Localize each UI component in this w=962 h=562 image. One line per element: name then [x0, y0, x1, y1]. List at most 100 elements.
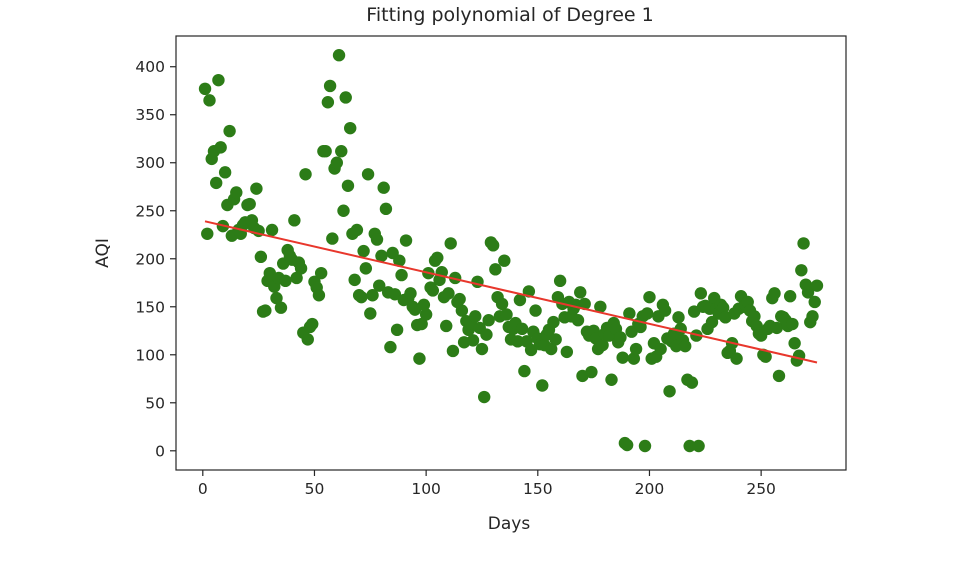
data-point — [797, 237, 810, 250]
data-point — [469, 310, 482, 323]
data-point — [643, 290, 656, 304]
plot-area — [175, 35, 847, 471]
data-point — [466, 334, 480, 347]
data-point — [323, 79, 337, 93]
x-tick-label: 200 — [635, 480, 665, 498]
data-point — [518, 364, 531, 378]
data-point — [529, 304, 542, 317]
x-axis: 0 50 100 150 200 250 — [198, 470, 776, 498]
y-tick-label: 50 — [145, 394, 165, 412]
data-point — [379, 202, 393, 216]
data-point — [377, 181, 390, 194]
data-point — [265, 223, 279, 237]
data-point — [388, 288, 402, 301]
data-point — [478, 390, 491, 404]
data-point — [694, 287, 708, 300]
data-point — [250, 182, 263, 195]
data-point — [482, 314, 495, 327]
data-point — [341, 179, 355, 192]
data-point — [475, 342, 489, 356]
data-point — [685, 376, 699, 389]
data-point — [294, 262, 308, 275]
data-point — [259, 304, 272, 317]
data-point — [594, 300, 607, 313]
data-point — [674, 322, 687, 336]
data-point — [426, 284, 440, 297]
data-point — [627, 352, 641, 365]
data-point — [549, 333, 562, 346]
data-point — [614, 331, 627, 344]
data-point — [384, 340, 397, 354]
data-point — [658, 304, 672, 317]
data-point — [212, 73, 225, 87]
data-point — [810, 279, 824, 292]
data-point — [623, 307, 636, 320]
data-point — [210, 176, 223, 190]
data-point — [290, 271, 303, 285]
data-point — [350, 223, 364, 237]
data-point — [495, 297, 509, 311]
data-point — [446, 344, 460, 358]
data-point — [705, 315, 719, 329]
data-point — [348, 273, 361, 287]
data-point — [571, 314, 585, 327]
data-point — [419, 308, 433, 321]
data-point — [395, 268, 408, 282]
data-point — [795, 264, 808, 277]
data-point — [319, 145, 332, 158]
x-tick-label: 150 — [523, 480, 553, 498]
data-point — [634, 320, 647, 334]
data-point — [357, 244, 370, 258]
data-point — [361, 168, 375, 181]
data-point — [301, 333, 314, 346]
data-point — [448, 271, 462, 285]
data-point — [299, 168, 312, 181]
scatter-points — [198, 49, 824, 453]
x-tick-label: 0 — [198, 480, 208, 498]
data-point — [547, 315, 560, 329]
data-point — [616, 351, 629, 364]
data-point — [641, 307, 654, 320]
data-point — [498, 254, 511, 267]
data-point — [306, 317, 319, 331]
data-point — [768, 287, 781, 300]
data-point — [486, 239, 500, 252]
data-point — [444, 237, 457, 250]
x-tick-label: 250 — [746, 480, 776, 498]
data-point — [455, 304, 469, 317]
y-tick-label: 100 — [135, 346, 165, 364]
data-point — [431, 251, 444, 265]
data-point — [605, 373, 618, 386]
data-point — [654, 342, 667, 356]
data-point — [513, 293, 527, 307]
data-point — [638, 439, 652, 453]
data-point — [679, 339, 692, 353]
data-point — [373, 279, 386, 292]
data-point — [596, 338, 609, 352]
data-point — [578, 297, 591, 311]
data-point — [489, 263, 502, 276]
data-point — [326, 232, 339, 245]
data-point — [453, 292, 466, 306]
y-tick-label: 200 — [135, 250, 165, 268]
data-point — [355, 290, 368, 304]
y-tick-label: 150 — [135, 298, 165, 316]
x-tick-label: 50 — [305, 480, 325, 498]
data-point — [288, 214, 301, 227]
data-point — [370, 233, 384, 246]
y-axis-label: AQI — [93, 238, 113, 268]
y-tick-label: 300 — [135, 154, 165, 172]
data-point — [243, 197, 256, 211]
fit-line-group — [204, 220, 818, 364]
data-point — [772, 369, 786, 383]
data-point — [783, 290, 797, 303]
data-point — [801, 286, 815, 299]
data-point — [440, 319, 453, 333]
data-point — [413, 352, 426, 365]
data-point — [629, 342, 643, 356]
data-point — [716, 301, 730, 314]
data-point — [442, 287, 455, 300]
data-point — [344, 121, 357, 135]
x-tick-label: 100 — [411, 480, 441, 498]
